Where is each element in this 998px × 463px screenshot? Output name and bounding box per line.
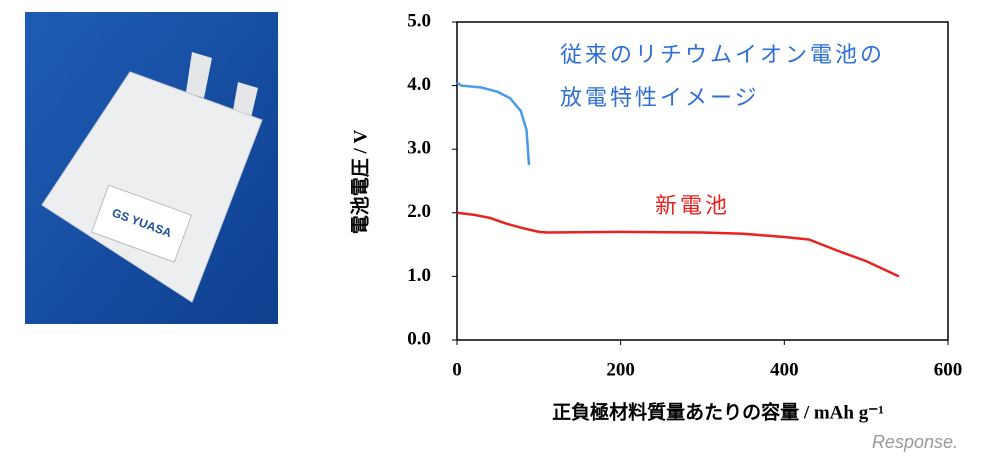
y-tick-label: 2.0	[407, 201, 431, 222]
series-line	[456, 211, 900, 278]
battery-photo: GS YUASA	[25, 12, 278, 324]
watermark: Response.	[872, 432, 958, 452]
annotation: 従来のリチウムイオン電池の	[560, 42, 885, 67]
y-axis-label: 電池電圧 / V	[348, 129, 371, 234]
x-axis-label: 正負極材料質量あたりの容量 / mAh g⁻¹	[552, 400, 884, 423]
y-tick-label: 1.0	[407, 265, 431, 286]
y-tick-label: 5.0	[407, 10, 431, 31]
annotation: 新電池	[655, 193, 730, 218]
x-tick-label: 400	[770, 359, 799, 380]
x-tick-label: 0	[452, 359, 462, 380]
x-tick-label: 200	[606, 359, 635, 380]
y-tick-label: 0.0	[407, 328, 431, 349]
annotation: 放電特性イメージ	[560, 85, 760, 110]
x-tick-label: 600	[934, 359, 963, 380]
y-tick-label: 3.0	[407, 138, 431, 159]
plot-frame	[456, 21, 949, 341]
y-tick-label: 4.0	[407, 74, 431, 95]
series-line	[456, 81, 531, 166]
